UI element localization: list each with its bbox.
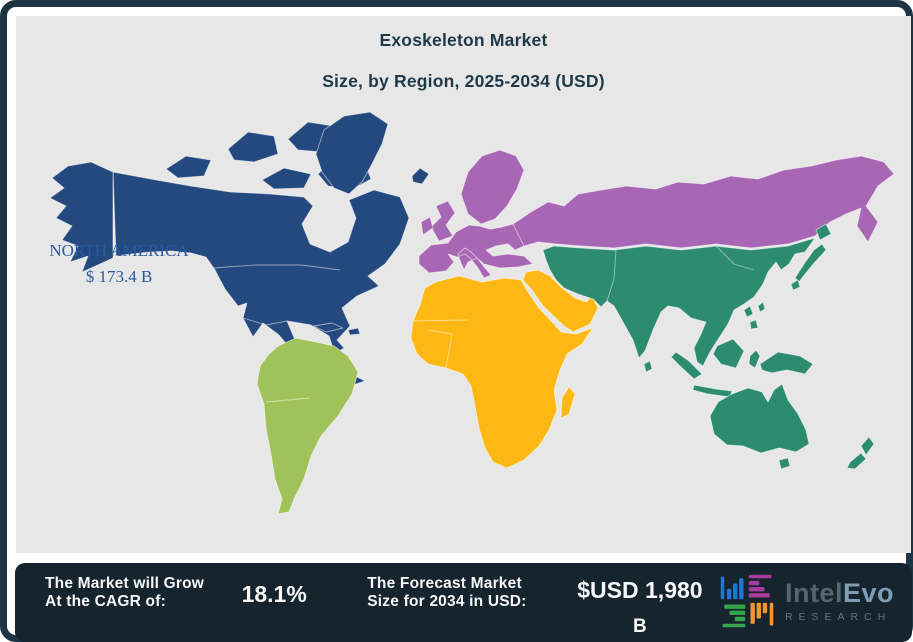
footer-bar: The Market will Grow At the CAGR of: 18.… xyxy=(15,563,912,642)
scandinavia xyxy=(460,149,525,225)
region-north-america xyxy=(49,111,430,386)
intelevo-logo-icon xyxy=(720,574,774,628)
forecast-value: $USD 1,980 B xyxy=(577,577,703,637)
africa xyxy=(410,275,594,469)
brand-research: RESEARCH xyxy=(784,610,892,623)
cagr-label: The Market will Grow At the CAGR of: xyxy=(45,575,205,611)
region-europe xyxy=(418,149,895,279)
north-america-callout-value: $ 173.4 B xyxy=(85,266,153,286)
country-borders xyxy=(212,223,755,403)
asia-mainland xyxy=(542,237,816,367)
great-britain xyxy=(430,200,456,242)
intelevo-logo: IntelEvo RESEARCH xyxy=(719,573,894,629)
cuba xyxy=(313,322,344,333)
cagr-value: 18.1% xyxy=(241,581,307,607)
borneo xyxy=(712,338,745,369)
page-subtitle: Size, by Region, 2025-2034 (USD) xyxy=(322,71,605,91)
page-title: Exoskeleton Market xyxy=(379,30,548,50)
sri-lanka xyxy=(643,360,653,373)
map-panel: Exoskeleton Market Size, by Region, 2025… xyxy=(16,16,911,553)
java xyxy=(692,384,733,398)
japan xyxy=(815,223,832,241)
madagascar xyxy=(560,386,576,419)
region-asia-pacific xyxy=(542,223,875,470)
north-america-callout-region: NORTH AMERICA xyxy=(49,241,189,260)
ireland xyxy=(420,216,434,236)
world-map xyxy=(49,111,895,515)
intelevo-logo-text: IntelEvo RESEARCH xyxy=(784,577,894,623)
australia xyxy=(709,383,810,454)
north-america-callout: NORTH AMERICA $ 173.4 B xyxy=(34,238,204,289)
brand-intel: Intel xyxy=(784,577,843,608)
brand-evo: Evo xyxy=(842,577,894,608)
sumatra xyxy=(670,351,703,380)
forecast-label: The Forecast Market Size for 2034 in USD… xyxy=(367,575,527,611)
arabian-peninsula xyxy=(522,269,599,333)
philippines xyxy=(743,305,754,318)
region-south-america xyxy=(256,337,359,515)
new-zealand xyxy=(860,436,875,456)
taiwan xyxy=(757,301,766,313)
new-guinea xyxy=(759,351,814,375)
greenland xyxy=(315,111,389,195)
region-middle-east-africa xyxy=(410,269,599,469)
page-title-block: Exoskeleton Market Size, by Region, 2025… xyxy=(16,30,911,92)
iceland xyxy=(411,167,430,185)
tasmania xyxy=(778,457,791,470)
sulawesi xyxy=(748,349,761,369)
